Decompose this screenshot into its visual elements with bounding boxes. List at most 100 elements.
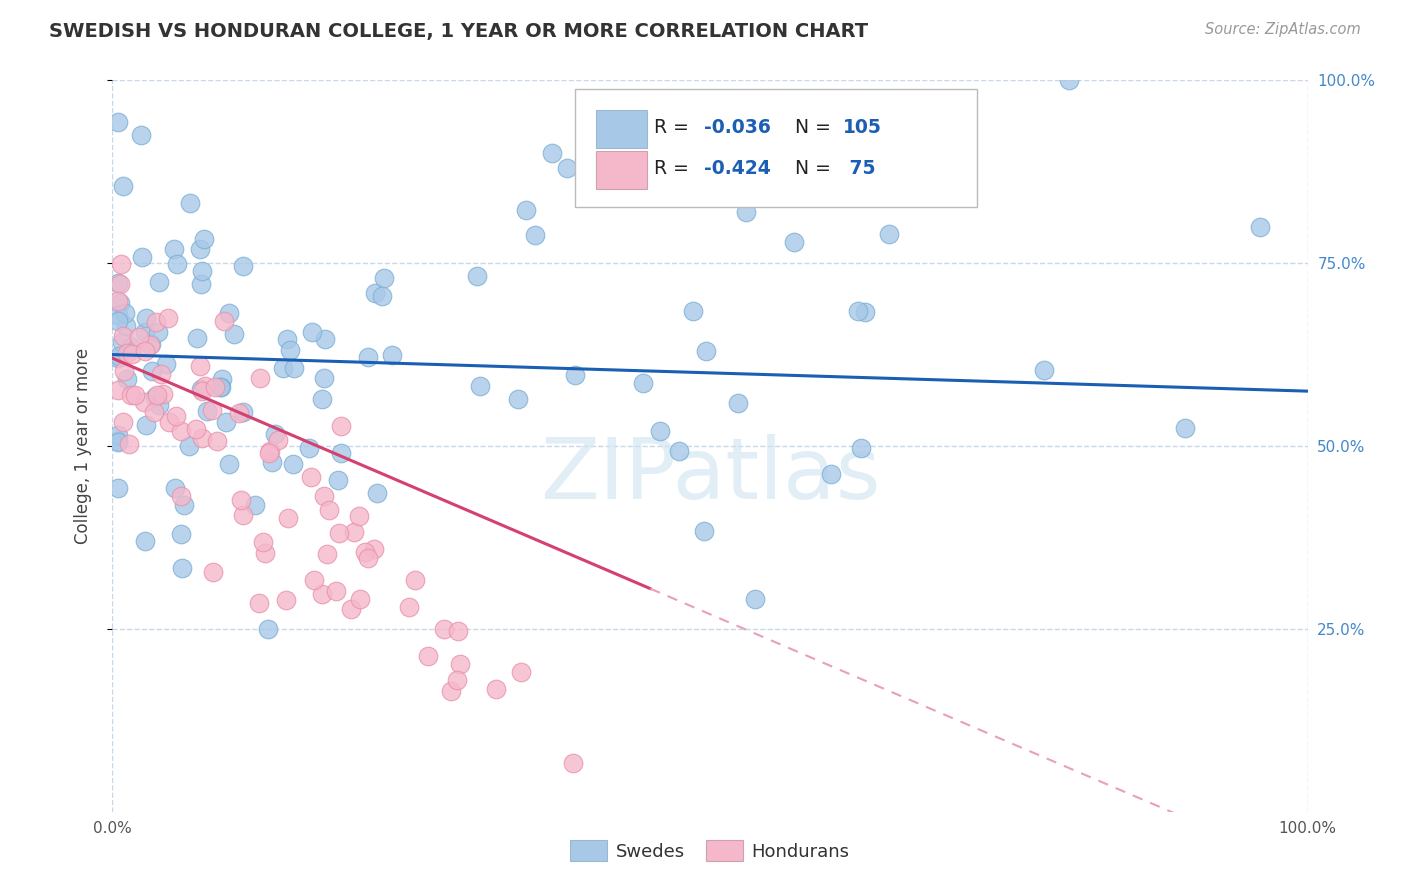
Point xyxy=(232,508,254,522)
Point xyxy=(124,388,146,402)
Point xyxy=(132,395,155,409)
Point xyxy=(212,314,235,328)
Point xyxy=(259,444,281,458)
Point xyxy=(640,161,662,175)
Point xyxy=(253,546,276,560)
Point xyxy=(170,526,193,541)
Point xyxy=(851,442,873,456)
Point xyxy=(631,376,654,390)
Point xyxy=(381,348,404,362)
Point xyxy=(648,424,671,438)
Point xyxy=(314,332,336,346)
Point xyxy=(114,306,136,320)
Point xyxy=(204,380,226,394)
Point xyxy=(278,343,301,358)
Point xyxy=(218,306,240,320)
Point xyxy=(735,205,758,219)
Point xyxy=(398,599,420,614)
Point xyxy=(1174,421,1197,435)
Point xyxy=(252,534,274,549)
Point xyxy=(110,296,132,310)
Point xyxy=(163,481,186,495)
Point xyxy=(170,425,193,439)
Point xyxy=(247,596,270,610)
Point xyxy=(208,380,231,394)
Point xyxy=(260,455,283,469)
Point xyxy=(139,336,162,351)
FancyBboxPatch shape xyxy=(596,110,647,147)
Point xyxy=(257,446,280,460)
Point xyxy=(301,325,323,339)
Point xyxy=(134,326,156,340)
Point xyxy=(162,242,184,256)
Point xyxy=(155,357,177,371)
Point xyxy=(357,551,380,566)
Point xyxy=(194,379,217,393)
Point xyxy=(143,390,166,404)
Point xyxy=(846,303,869,318)
Point xyxy=(304,573,326,587)
Point xyxy=(209,379,232,393)
Point xyxy=(224,326,246,341)
Legend: Swedes, Hondurans: Swedes, Hondurans xyxy=(564,833,856,869)
Point xyxy=(190,384,212,399)
Point xyxy=(152,386,174,401)
Point xyxy=(340,602,363,616)
Point xyxy=(446,673,468,687)
Point xyxy=(699,183,721,197)
Point xyxy=(107,277,129,291)
Point xyxy=(449,657,471,672)
Point xyxy=(195,404,218,418)
Point xyxy=(112,415,135,429)
Point xyxy=(107,428,129,442)
Point xyxy=(190,243,212,257)
Point xyxy=(343,524,366,539)
Point xyxy=(1032,363,1054,377)
Point xyxy=(271,361,294,376)
Point xyxy=(328,526,350,541)
Point xyxy=(148,398,170,412)
Point xyxy=(366,486,388,500)
Point xyxy=(215,415,238,429)
Point xyxy=(228,406,250,420)
Point xyxy=(853,305,876,319)
Point xyxy=(108,277,131,292)
Y-axis label: College, 1 year or more: College, 1 year or more xyxy=(73,348,91,544)
Point xyxy=(330,446,353,460)
Point xyxy=(783,235,806,249)
Point xyxy=(281,458,304,472)
Point xyxy=(107,349,129,363)
Point xyxy=(404,573,426,587)
Point xyxy=(218,458,240,472)
Point xyxy=(325,583,347,598)
Point xyxy=(298,441,321,455)
Point xyxy=(555,161,578,175)
Point xyxy=(373,271,395,285)
Point xyxy=(112,364,135,378)
Text: ZIPatlas: ZIPatlas xyxy=(540,434,880,516)
Point xyxy=(283,361,305,376)
Point xyxy=(146,388,169,402)
Point xyxy=(107,308,129,322)
Text: N =: N = xyxy=(794,118,837,136)
Point xyxy=(148,326,170,340)
Point xyxy=(191,264,214,278)
Point xyxy=(107,314,129,328)
Point xyxy=(111,178,134,193)
Point xyxy=(329,419,352,434)
Point xyxy=(107,481,129,495)
Point xyxy=(179,195,201,210)
Point xyxy=(115,372,138,386)
Point xyxy=(115,346,138,360)
Point xyxy=(107,383,129,397)
Point xyxy=(134,343,156,358)
Point xyxy=(416,648,439,663)
Text: SWEDISH VS HONDURAN COLLEGE, 1 YEAR OR MORE CORRELATION CHART: SWEDISH VS HONDURAN COLLEGE, 1 YEAR OR M… xyxy=(49,22,869,41)
Point xyxy=(139,338,162,352)
Point xyxy=(165,409,187,423)
Point xyxy=(1057,73,1080,87)
Point xyxy=(110,334,132,349)
Point xyxy=(727,396,749,410)
Point xyxy=(668,443,690,458)
Point xyxy=(205,434,228,448)
